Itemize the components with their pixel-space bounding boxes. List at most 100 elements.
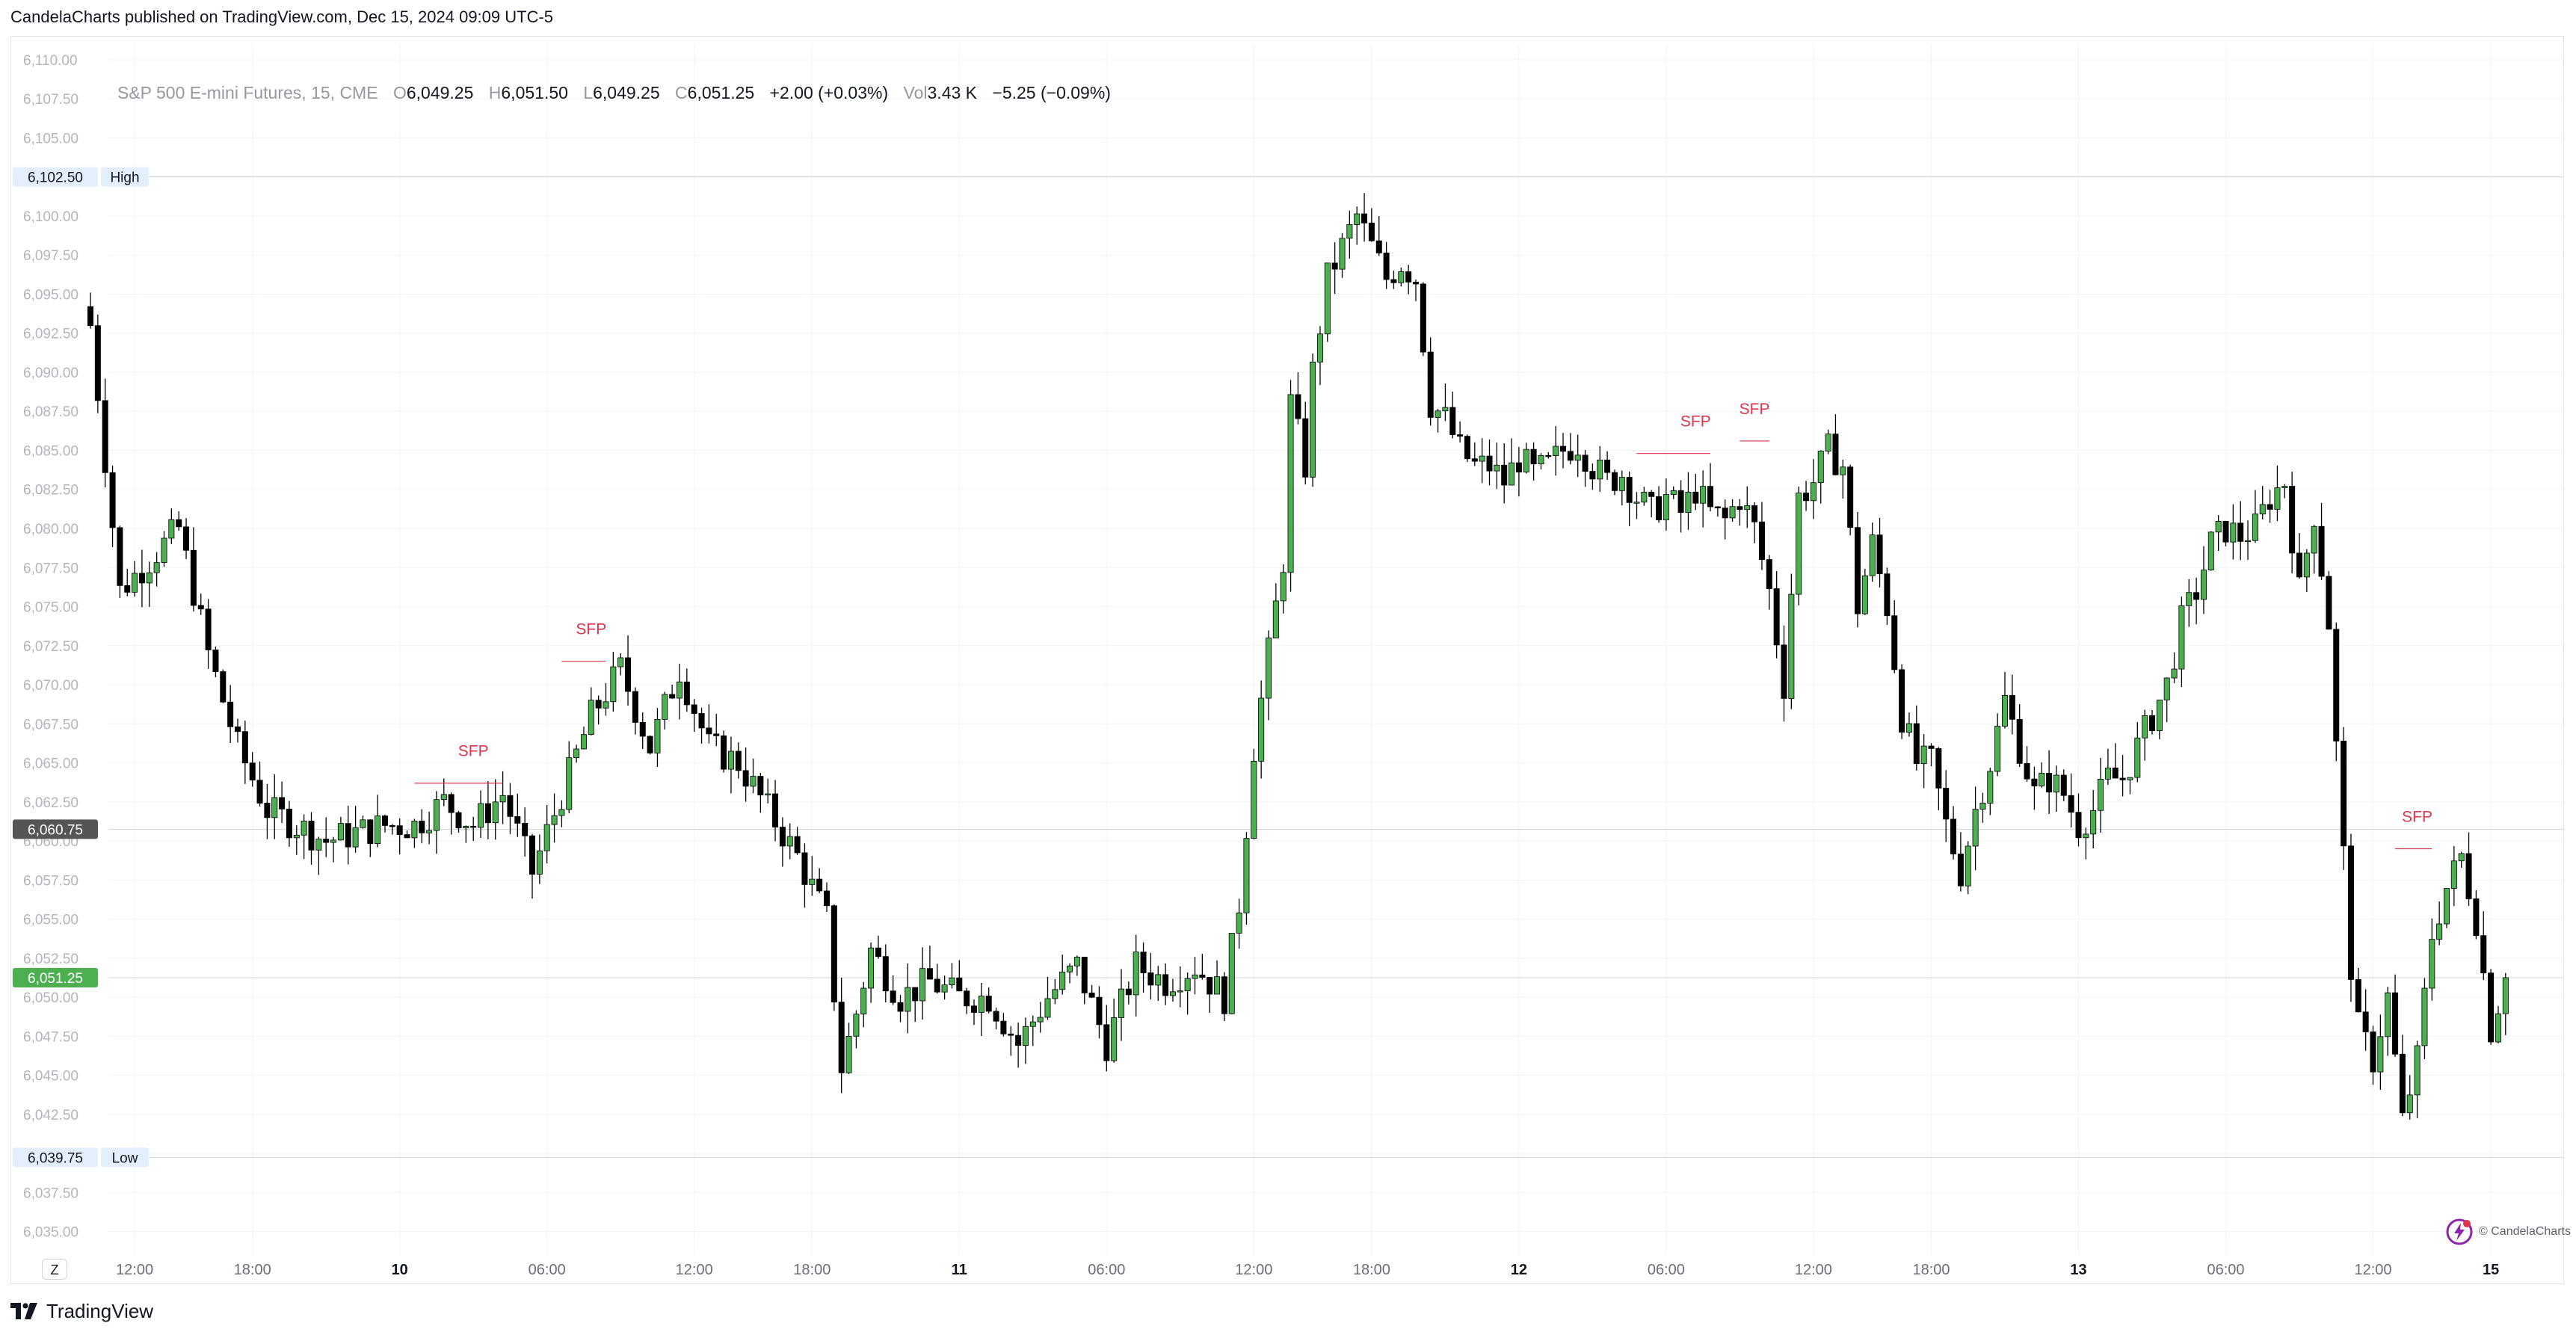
candle: [956, 977, 963, 992]
candle: [1022, 1026, 1029, 1046]
price-label-box: [13, 819, 98, 839]
candle: [2163, 677, 2170, 700]
candle: [1037, 1017, 1044, 1023]
candle: [647, 736, 653, 753]
candle: [786, 836, 793, 847]
candle: [1950, 818, 1957, 854]
candle: [1302, 418, 1309, 478]
candle: [1501, 464, 1508, 486]
candle: [1390, 279, 1397, 283]
candle: [1803, 493, 1810, 502]
candle: [1221, 976, 1227, 1014]
candle: [551, 815, 558, 825]
candle: [1310, 361, 1316, 478]
candle: [2245, 540, 2252, 543]
candle: [2024, 762, 2030, 780]
candle: [2296, 552, 2302, 578]
candle: [256, 780, 263, 804]
candle: [1184, 978, 1191, 991]
y-tick-label: 6,070.00: [23, 678, 78, 694]
candle: [2488, 972, 2495, 1043]
candle: [632, 691, 638, 723]
candle: [2399, 1053, 2406, 1114]
candle: [367, 819, 374, 845]
y-tick-label: 6,045.00: [23, 1069, 78, 1085]
y-tick-label: 6,085.00: [23, 443, 78, 459]
candle: [1266, 638, 1272, 699]
candle: [1965, 845, 1971, 887]
candle: [197, 605, 204, 610]
candle: [801, 852, 808, 885]
candle: [727, 750, 734, 770]
candle: [1398, 271, 1405, 283]
candle: [1029, 1021, 1036, 1027]
candle: [492, 801, 499, 824]
candle: [94, 325, 101, 401]
candle: [2480, 935, 2487, 974]
candle: [2112, 767, 2119, 779]
candle: [161, 537, 167, 564]
candle: [2200, 570, 2207, 600]
price-label-text: 6,039.75: [28, 1150, 83, 1166]
candle: [2370, 1032, 2376, 1073]
candle: [1744, 505, 1751, 511]
candle: [2326, 576, 2332, 630]
candle: [1714, 506, 1721, 509]
y-tick-label: 6,092.50: [23, 327, 78, 342]
low-value: 6,049.25: [593, 83, 660, 102]
candle: [2016, 718, 2023, 764]
candle: [1618, 477, 1625, 491]
candle: [735, 750, 742, 771]
chart-pane[interactable]: 6,035.006,037.506,040.006,042.506,045.00…: [10, 36, 2564, 1284]
candle: [2341, 741, 2347, 847]
y-tick-label: 6,047.50: [23, 1029, 78, 1045]
candle: [1346, 224, 1353, 239]
candle: [2068, 795, 2074, 813]
candle: [2303, 552, 2310, 578]
candle: [433, 799, 440, 831]
change-value: +2.00 (+0.03%): [769, 83, 889, 102]
y-tick-label: 6,095.00: [23, 287, 78, 303]
candle: [765, 793, 771, 796]
candle: [117, 527, 123, 586]
candle: [1008, 1033, 1014, 1036]
candle: [2347, 845, 2354, 980]
y-tick-label: 6,067.50: [23, 717, 78, 733]
candle: [1251, 760, 1257, 839]
candle: [1361, 213, 1368, 223]
candle: [824, 890, 831, 907]
candle: [677, 681, 683, 699]
symbol-title[interactable]: S&P 500 E-mini Futures, 15, CME: [117, 83, 378, 102]
candle: [1088, 992, 1095, 998]
candle: [1685, 491, 1692, 514]
candle: [1574, 454, 1581, 461]
open-label: O: [392, 83, 407, 102]
candle: [1796, 493, 1802, 595]
volume-value: 3.43 K: [927, 83, 978, 102]
candle: [698, 713, 705, 729]
candle: [227, 701, 234, 727]
candle: [949, 977, 955, 986]
candle: [1155, 974, 1162, 986]
candle: [1214, 976, 1221, 995]
y-tick-label: 6,105.00: [23, 131, 78, 147]
candle: [713, 733, 720, 736]
candle: [2267, 504, 2273, 510]
candle: [2274, 487, 2281, 510]
candle: [2193, 592, 2200, 600]
candle: [1707, 486, 1713, 508]
candle: [241, 731, 248, 764]
candle: [146, 572, 152, 584]
candle: [1677, 490, 1684, 514]
candle: [1096, 996, 1103, 1026]
x-tick-label: 12:00: [1235, 1262, 1272, 1278]
candle: [301, 821, 307, 836]
timezone-button[interactable]: Z: [42, 1259, 67, 1280]
y-tick-label: 6,042.50: [23, 1108, 78, 1123]
candle: [109, 472, 116, 528]
candle: [507, 795, 514, 817]
x-tick-label: 10: [392, 1262, 408, 1278]
candle: [1884, 573, 1891, 617]
candlestick-chart[interactable]: 6,035.006,037.506,040.006,042.506,045.00…: [11, 37, 2565, 1285]
candle: [190, 549, 197, 606]
